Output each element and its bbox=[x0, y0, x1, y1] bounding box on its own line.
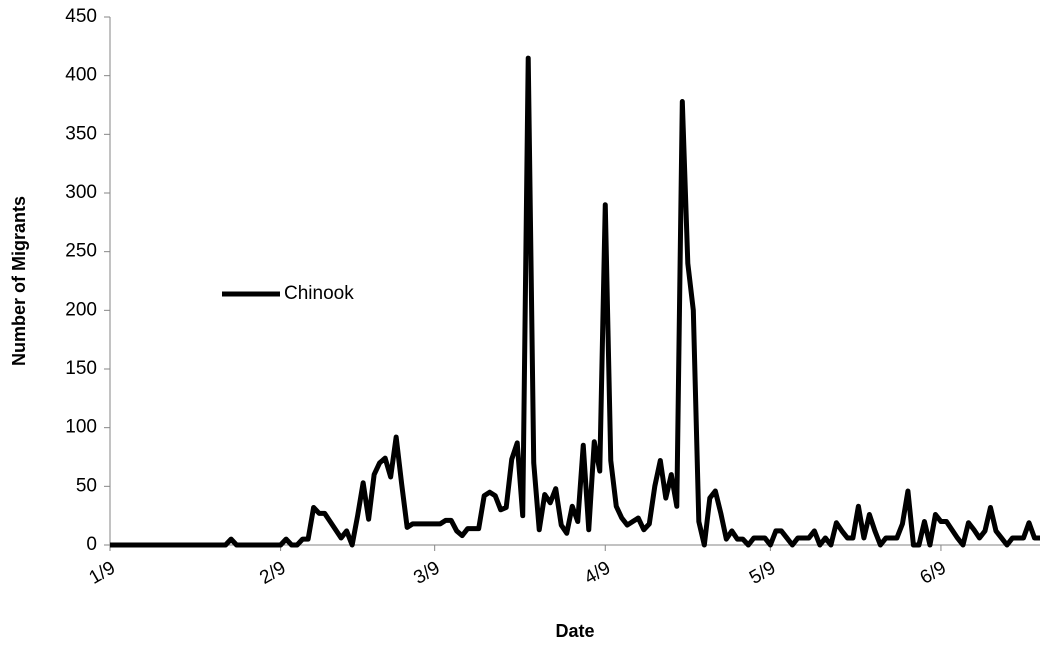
y-tick-label: 350 bbox=[65, 123, 97, 144]
x-tick-label: 4/9 bbox=[581, 557, 614, 588]
y-tick-label: 400 bbox=[65, 65, 97, 86]
y-tick-label: 50 bbox=[76, 475, 97, 496]
y-tick-label: 100 bbox=[65, 417, 97, 438]
x-tick-label: 3/9 bbox=[410, 557, 443, 588]
y-tick-label: 450 bbox=[65, 6, 97, 27]
y-tick-label: 250 bbox=[65, 241, 97, 262]
y-tick-label: 150 bbox=[65, 358, 97, 379]
y-tick-label: 200 bbox=[65, 299, 97, 320]
x-axis-title: Date bbox=[555, 621, 594, 641]
legend-label: Chinook bbox=[284, 283, 354, 304]
y-tick-label: 300 bbox=[65, 182, 97, 203]
x-tick-label: 6/9 bbox=[917, 557, 950, 588]
x-tick-label: 2/9 bbox=[256, 557, 289, 588]
x-tick-label: 5/9 bbox=[746, 557, 779, 588]
x-tick-label: 1/9 bbox=[86, 557, 119, 588]
y-tick-label: 0 bbox=[86, 534, 97, 555]
data-line bbox=[110, 55, 1040, 548]
y-axis-title: Number of Migrants bbox=[9, 196, 29, 366]
